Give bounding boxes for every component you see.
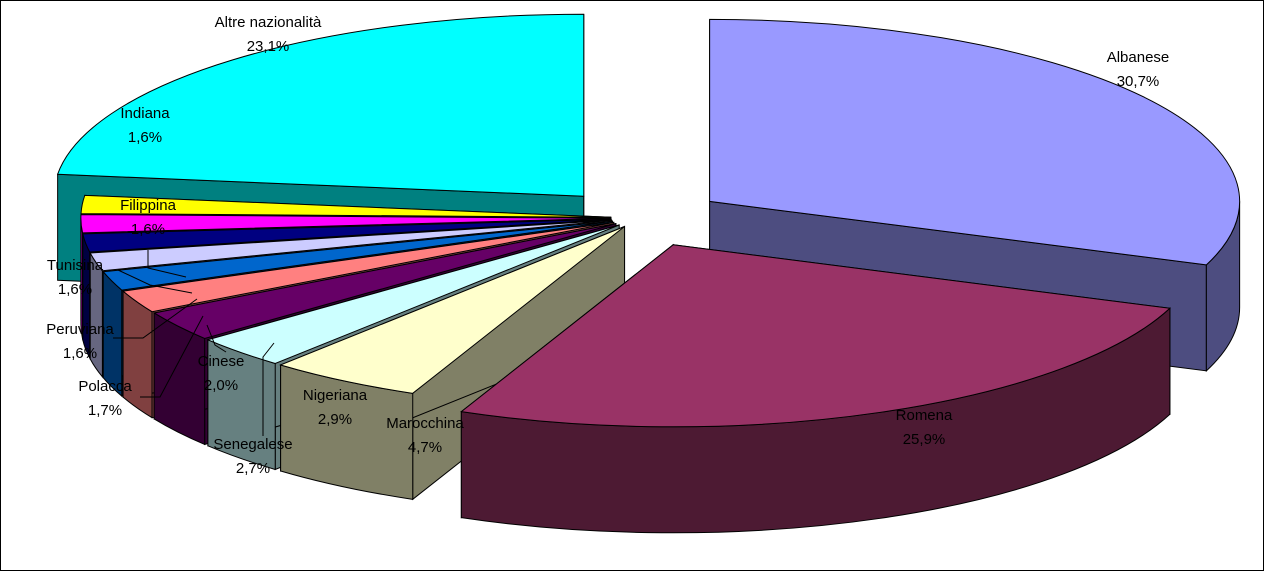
slice-name-label: Albanese <box>1107 49 1170 66</box>
slice-name-label: Senegalese <box>213 436 292 453</box>
slice-name-label: Indiana <box>120 105 170 122</box>
slice-top <box>56 13 585 197</box>
slice-name-label: Filippina <box>120 197 177 214</box>
slice-value-label: 30,7% <box>1117 73 1160 90</box>
slice-name-label: Romena <box>896 407 953 424</box>
slice-top <box>152 223 617 339</box>
leader-line <box>147 250 187 278</box>
leader-line <box>206 324 227 353</box>
slice-top <box>709 18 1241 266</box>
slice-value-label: 1,7% <box>88 402 122 419</box>
slice-name-label: Altre nazionalità <box>215 14 322 31</box>
slice-labels: Albanese 30,7% Romena 25,9% Marocchina 4,7% Ni… <box>46 14 1169 477</box>
slice-value-label: 1,6% <box>128 129 162 146</box>
leader-line <box>262 342 275 436</box>
slice-top <box>102 220 613 291</box>
slice-name-label: Cinese <box>198 353 245 370</box>
slice-value-label: 1,6% <box>58 281 92 298</box>
slice-top <box>82 218 612 253</box>
slice-value-label: 2,7% <box>236 460 270 477</box>
slice-romena <box>460 243 1172 534</box>
leader-line <box>117 269 193 294</box>
slice-outer-wall <box>122 290 153 419</box>
slice-name-label: Peruviana <box>46 321 114 338</box>
slice-name-label: Marocchina <box>386 415 464 432</box>
leader-line <box>140 315 204 398</box>
slice-top <box>89 219 612 272</box>
slice-top <box>80 194 611 218</box>
slice-top <box>460 244 1172 428</box>
slice-top <box>279 226 625 394</box>
slice-value-label: 2,0% <box>204 377 238 394</box>
slice-value-label: 1,6% <box>131 221 165 238</box>
slice-top <box>206 224 620 365</box>
slice-value-label: 25,9% <box>903 431 946 448</box>
slice-value-label: 4,7% <box>408 439 442 456</box>
slices-group <box>56 13 1241 534</box>
slice-value-label: 23,1% <box>247 38 290 55</box>
slice-name-label: Nigeriana <box>303 387 368 404</box>
slice-name-label: Tunisina <box>47 257 104 274</box>
slice-top <box>121 221 614 313</box>
slice-value-label: 1,6% <box>63 345 97 362</box>
leader-line <box>113 298 198 339</box>
slice-value-label: 2,9% <box>318 411 352 428</box>
slice-top <box>80 214 611 234</box>
slice-name-label: Polacca <box>78 378 132 395</box>
